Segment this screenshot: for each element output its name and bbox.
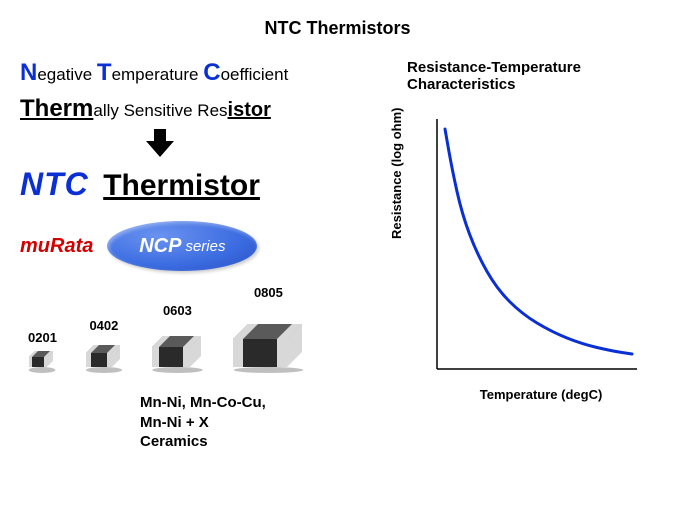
chart-xlabel: Temperature (degC): [397, 387, 655, 402]
ncp-series-badge: NCP series: [107, 221, 257, 271]
acronym-t-big: T: [97, 59, 112, 86]
series-text: series: [185, 238, 225, 255]
chart-title: Resistance-Temperature Characteristics: [397, 59, 655, 93]
left-panel: Negative Temperature Coefficient Thermal…: [20, 59, 397, 452]
chip-0603: 0603: [151, 303, 204, 373]
content-container: Negative Temperature Coefficient Thermal…: [0, 39, 675, 452]
chip-icon: [232, 324, 305, 373]
chip-icon: [151, 336, 204, 373]
chart-title-line2: Characteristics: [407, 76, 655, 93]
rt-chart: Resistance (log ohm): [397, 99, 647, 379]
ntc-text: NTC: [20, 166, 89, 202]
chips-row: 0201 0402 0603 0805: [20, 285, 397, 373]
chip-label: 0603: [163, 303, 192, 318]
chip-label: 0805: [254, 285, 283, 300]
chip-0201: 0201: [28, 330, 57, 373]
therm-mid: ally Sensitive Res: [93, 101, 227, 120]
chip-icon: [85, 345, 123, 373]
chart-title-line1: Resistance-Temperature: [407, 59, 655, 76]
materials-line3: Ceramics: [140, 432, 397, 452]
acronym-c-big: C: [203, 59, 220, 86]
acronym-t-rest: emperature: [112, 65, 204, 84]
chip-0402: 0402: [85, 318, 123, 373]
brand-row: muRata NCP series: [20, 221, 397, 271]
arrow-down-icon: [140, 129, 180, 164]
acronym-line: Negative Temperature Coefficient: [20, 59, 397, 87]
therm-suffix: istor: [228, 99, 271, 121]
right-panel: Resistance-Temperature Characteristics R…: [397, 59, 655, 452]
thermistor-text: Thermistor: [103, 169, 260, 202]
materials-text: Mn-Ni, Mn-Co-Cu, Mn-Ni + X Ceramics: [140, 393, 397, 452]
chip-0805: 0805: [232, 285, 305, 373]
ntc-thermistor-result: NTC Thermistor: [20, 166, 397, 203]
therm-prefix: Therm: [20, 95, 93, 122]
acronym-n-big: N: [20, 59, 37, 86]
chip-label: 0402: [89, 318, 118, 333]
acronym-n-rest: egative: [37, 65, 97, 84]
page-title: NTC Thermistors: [0, 0, 675, 39]
chart-svg: [397, 99, 647, 379]
ncp-text: NCP: [139, 235, 181, 258]
chip-label: 0201: [28, 330, 57, 345]
materials-line2: Mn-Ni + X: [140, 413, 397, 433]
chip-icon: [28, 351, 56, 373]
thermistor-breakdown: Thermally Sensitive Resistor: [20, 95, 397, 123]
murata-logo: muRata: [20, 235, 93, 258]
acronym-c-rest: oefficient: [221, 65, 289, 84]
materials-line1: Mn-Ni, Mn-Co-Cu,: [140, 393, 397, 413]
